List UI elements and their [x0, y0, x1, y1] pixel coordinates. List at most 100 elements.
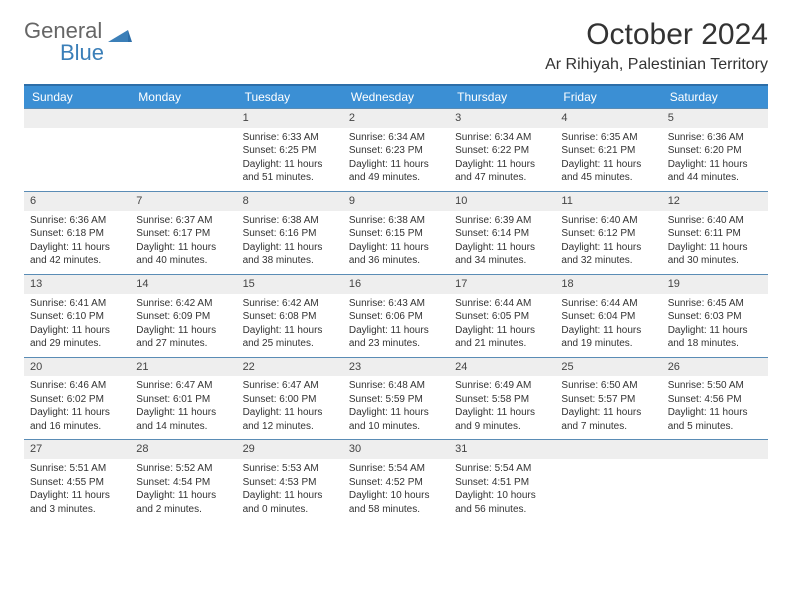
- day-number: 9: [343, 192, 449, 211]
- daylight-text: Daylight: 11 hours and 49 minutes.: [349, 158, 443, 185]
- sunrise-text: Sunrise: 6:48 AM: [349, 379, 443, 393]
- day-body: Sunrise: 5:54 AMSunset: 4:51 PMDaylight:…: [449, 459, 555, 522]
- daylight-text: Daylight: 11 hours and 45 minutes.: [561, 158, 655, 185]
- logo: GeneralBlue: [24, 18, 132, 66]
- sunset-text: Sunset: 6:04 PM: [561, 310, 655, 324]
- sunrise-text: Sunrise: 5:54 AM: [455, 462, 549, 476]
- week-row: 13Sunrise: 6:41 AMSunset: 6:10 PMDayligh…: [24, 274, 768, 357]
- day-body: Sunrise: 6:47 AMSunset: 6:00 PMDaylight:…: [237, 376, 343, 439]
- daylight-text: Daylight: 11 hours and 29 minutes.: [30, 324, 124, 351]
- day-cell: 6Sunrise: 6:36 AMSunset: 6:18 PMDaylight…: [24, 192, 130, 274]
- sunset-text: Sunset: 6:18 PM: [30, 227, 124, 241]
- sunset-text: Sunset: 6:17 PM: [136, 227, 230, 241]
- day-body: Sunrise: 6:44 AMSunset: 6:05 PMDaylight:…: [449, 294, 555, 357]
- day-cell: 18Sunrise: 6:44 AMSunset: 6:04 PMDayligh…: [555, 275, 661, 357]
- sunset-text: Sunset: 4:55 PM: [30, 476, 124, 490]
- sunrise-text: Sunrise: 6:47 AM: [243, 379, 337, 393]
- day-number: 6: [24, 192, 130, 211]
- sunset-text: Sunset: 6:15 PM: [349, 227, 443, 241]
- sunrise-text: Sunrise: 6:50 AM: [561, 379, 655, 393]
- daylight-text: Daylight: 11 hours and 30 minutes.: [668, 241, 762, 268]
- weekday-wednesday: Wednesday: [343, 86, 449, 108]
- daylight-text: Daylight: 11 hours and 9 minutes.: [455, 406, 549, 433]
- daylight-text: Daylight: 11 hours and 19 minutes.: [561, 324, 655, 351]
- day-cell: [555, 440, 661, 522]
- daylight-text: Daylight: 11 hours and 0 minutes.: [243, 489, 337, 516]
- sunrise-text: Sunrise: 6:45 AM: [668, 297, 762, 311]
- sunset-text: Sunset: 4:53 PM: [243, 476, 337, 490]
- day-cell: 28Sunrise: 5:52 AMSunset: 4:54 PMDayligh…: [130, 440, 236, 522]
- sunrise-text: Sunrise: 6:44 AM: [561, 297, 655, 311]
- day-cell: 30Sunrise: 5:54 AMSunset: 4:52 PMDayligh…: [343, 440, 449, 522]
- day-cell: 22Sunrise: 6:47 AMSunset: 6:00 PMDayligh…: [237, 358, 343, 440]
- sunrise-text: Sunrise: 6:36 AM: [668, 131, 762, 145]
- week-row: 20Sunrise: 6:46 AMSunset: 6:02 PMDayligh…: [24, 357, 768, 440]
- day-number: 1: [237, 109, 343, 128]
- sunset-text: Sunset: 6:09 PM: [136, 310, 230, 324]
- day-cell: 8Sunrise: 6:38 AMSunset: 6:16 PMDaylight…: [237, 192, 343, 274]
- day-cell: 16Sunrise: 6:43 AMSunset: 6:06 PMDayligh…: [343, 275, 449, 357]
- sunrise-text: Sunrise: 6:34 AM: [349, 131, 443, 145]
- day-body: Sunrise: 5:52 AMSunset: 4:54 PMDaylight:…: [130, 459, 236, 522]
- day-cell: 23Sunrise: 6:48 AMSunset: 5:59 PMDayligh…: [343, 358, 449, 440]
- day-cell: 3Sunrise: 6:34 AMSunset: 6:22 PMDaylight…: [449, 109, 555, 191]
- sunrise-text: Sunrise: 6:40 AM: [668, 214, 762, 228]
- day-number: 10: [449, 192, 555, 211]
- sunrise-text: Sunrise: 6:41 AM: [30, 297, 124, 311]
- sunrise-text: Sunrise: 6:42 AM: [136, 297, 230, 311]
- day-number: 24: [449, 358, 555, 377]
- sunset-text: Sunset: 6:20 PM: [668, 144, 762, 158]
- sunrise-text: Sunrise: 6:44 AM: [455, 297, 549, 311]
- day-body: Sunrise: 6:42 AMSunset: 6:08 PMDaylight:…: [237, 294, 343, 357]
- sunset-text: Sunset: 5:57 PM: [561, 393, 655, 407]
- day-cell: [130, 109, 236, 191]
- day-cell: 20Sunrise: 6:46 AMSunset: 6:02 PMDayligh…: [24, 358, 130, 440]
- daylight-text: Daylight: 11 hours and 25 minutes.: [243, 324, 337, 351]
- week-row: 6Sunrise: 6:36 AMSunset: 6:18 PMDaylight…: [24, 191, 768, 274]
- sunrise-text: Sunrise: 6:42 AM: [243, 297, 337, 311]
- weekday-sunday: Sunday: [24, 86, 130, 108]
- sunset-text: Sunset: 6:05 PM: [455, 310, 549, 324]
- day-number: 8: [237, 192, 343, 211]
- day-cell: 15Sunrise: 6:42 AMSunset: 6:08 PMDayligh…: [237, 275, 343, 357]
- day-number: 11: [555, 192, 661, 211]
- sunset-text: Sunset: 6:21 PM: [561, 144, 655, 158]
- day-cell: 12Sunrise: 6:40 AMSunset: 6:11 PMDayligh…: [662, 192, 768, 274]
- day-body: Sunrise: 6:44 AMSunset: 6:04 PMDaylight:…: [555, 294, 661, 357]
- sunrise-text: Sunrise: 6:34 AM: [455, 131, 549, 145]
- location: Ar Rihiyah, Palestinian Territory: [545, 56, 768, 74]
- header: GeneralBlue October 2024 Ar Rihiyah, Pal…: [24, 18, 768, 74]
- sunset-text: Sunset: 6:00 PM: [243, 393, 337, 407]
- day-number: [130, 109, 236, 128]
- day-cell: 13Sunrise: 6:41 AMSunset: 6:10 PMDayligh…: [24, 275, 130, 357]
- sunset-text: Sunset: 4:52 PM: [349, 476, 443, 490]
- day-body: Sunrise: 6:36 AMSunset: 6:18 PMDaylight:…: [24, 211, 130, 274]
- sunset-text: Sunset: 4:56 PM: [668, 393, 762, 407]
- daylight-text: Daylight: 11 hours and 32 minutes.: [561, 241, 655, 268]
- daylight-text: Daylight: 11 hours and 51 minutes.: [243, 158, 337, 185]
- sunrise-text: Sunrise: 6:33 AM: [243, 131, 337, 145]
- day-cell: 24Sunrise: 6:49 AMSunset: 5:58 PMDayligh…: [449, 358, 555, 440]
- day-number: 20: [24, 358, 130, 377]
- day-body: Sunrise: 6:34 AMSunset: 6:23 PMDaylight:…: [343, 128, 449, 191]
- day-cell: 31Sunrise: 5:54 AMSunset: 4:51 PMDayligh…: [449, 440, 555, 522]
- day-number: 17: [449, 275, 555, 294]
- day-cell: 19Sunrise: 6:45 AMSunset: 6:03 PMDayligh…: [662, 275, 768, 357]
- sunrise-text: Sunrise: 6:38 AM: [243, 214, 337, 228]
- weekday-tuesday: Tuesday: [237, 86, 343, 108]
- day-body: Sunrise: 6:46 AMSunset: 6:02 PMDaylight:…: [24, 376, 130, 439]
- sunrise-text: Sunrise: 6:40 AM: [561, 214, 655, 228]
- sunset-text: Sunset: 6:22 PM: [455, 144, 549, 158]
- daylight-text: Daylight: 11 hours and 7 minutes.: [561, 406, 655, 433]
- sunrise-text: Sunrise: 6:38 AM: [349, 214, 443, 228]
- day-body: Sunrise: 6:42 AMSunset: 6:09 PMDaylight:…: [130, 294, 236, 357]
- sunset-text: Sunset: 4:54 PM: [136, 476, 230, 490]
- day-body: Sunrise: 6:38 AMSunset: 6:16 PMDaylight:…: [237, 211, 343, 274]
- day-body: Sunrise: 6:39 AMSunset: 6:14 PMDaylight:…: [449, 211, 555, 274]
- day-body: Sunrise: 6:35 AMSunset: 6:21 PMDaylight:…: [555, 128, 661, 191]
- sunset-text: Sunset: 6:01 PM: [136, 393, 230, 407]
- daylight-text: Daylight: 10 hours and 58 minutes.: [349, 489, 443, 516]
- sunset-text: Sunset: 6:06 PM: [349, 310, 443, 324]
- calendar: Sunday Monday Tuesday Wednesday Thursday…: [24, 84, 768, 522]
- day-number: 19: [662, 275, 768, 294]
